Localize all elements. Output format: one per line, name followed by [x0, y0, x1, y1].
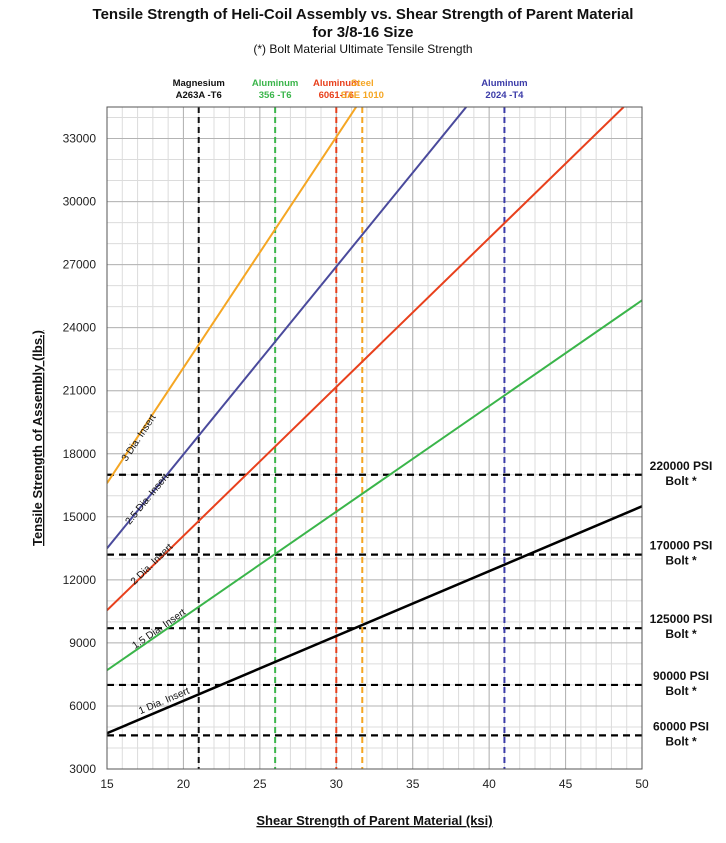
x-tick-label: 20 [177, 777, 191, 791]
series-line [107, 107, 467, 549]
material-sublabel: 6061-T6 [319, 90, 354, 101]
series-group [107, 107, 625, 612]
x-tick-label: 50 [635, 777, 649, 791]
material-label: Aluminum [481, 78, 527, 89]
y-tick-label: 30000 [63, 195, 97, 209]
chart-note: (*) Bolt Material Ultimate Tensile Stren… [253, 42, 473, 56]
series-group [107, 107, 357, 484]
series-group [107, 505, 642, 735]
y-tick-label: 6000 [69, 699, 96, 713]
x-tick-label: 15 [100, 777, 114, 791]
y-tick-label: 12000 [63, 573, 97, 587]
x-axis-title: Shear Strength of Parent Material (ksi) [256, 813, 492, 828]
y-tick-label: 21000 [63, 384, 97, 398]
x-tick-label: 40 [482, 777, 496, 791]
chart-title: Tensile Strength of Heli-Coil Assembly v… [92, 6, 634, 23]
x-tick-label: 35 [406, 777, 420, 791]
material-label: Magnesium [173, 78, 225, 89]
material-label: Steel [351, 78, 374, 89]
y-tick-label: 33000 [63, 132, 97, 146]
plot-border [106, 106, 643, 770]
series-group [107, 299, 642, 672]
y-tick-label: 15000 [63, 510, 97, 524]
chart-subtitle: for 3/8-16 Size [312, 24, 414, 41]
bolt-ref-sublabel: Bolt * [665, 474, 697, 488]
y-axis-title: Tensile Strength of Assembly (lbs.) [30, 330, 45, 546]
y-tick-label: 27000 [63, 258, 97, 272]
material-sublabel: 2024 -T4 [485, 90, 524, 101]
bolt-ref-label: 90000 PSI [653, 669, 709, 683]
bolt-ref-label: 60000 PSI [653, 719, 709, 733]
series-line [107, 107, 357, 484]
bolt-ref-sublabel: Bolt * [665, 684, 697, 698]
bolt-ref-sublabel: Bolt * [665, 734, 697, 748]
y-tick-label: 24000 [63, 321, 97, 335]
bolt-ref-label: 170000 PSI [650, 539, 713, 553]
y-tick-label: 18000 [63, 447, 97, 461]
y-tick-label: 3000 [69, 762, 96, 776]
material-label: Aluminum [313, 78, 359, 89]
material-sublabel: SAE 1010 [341, 90, 384, 101]
material-sublabel: 356 -T6 [259, 90, 292, 101]
bolt-ref-sublabel: Bolt * [665, 554, 697, 568]
series-line [107, 107, 625, 612]
series-line [107, 505, 642, 735]
x-tick-label: 45 [559, 777, 573, 791]
bolt-ref-label: 220000 PSI [650, 459, 713, 473]
series-line [107, 299, 642, 672]
y-tick-label: 9000 [69, 636, 96, 650]
x-tick-label: 25 [253, 777, 267, 791]
material-sublabel: A263A -T6 [176, 90, 222, 101]
series-group [107, 107, 467, 549]
series-label: 2.5 Dia. Insert [124, 472, 172, 527]
x-tick-label: 30 [330, 777, 344, 791]
bolt-ref-sublabel: Bolt * [665, 627, 697, 641]
bolt-ref-label: 125000 PSI [650, 612, 713, 626]
material-label: Aluminum [252, 78, 298, 89]
